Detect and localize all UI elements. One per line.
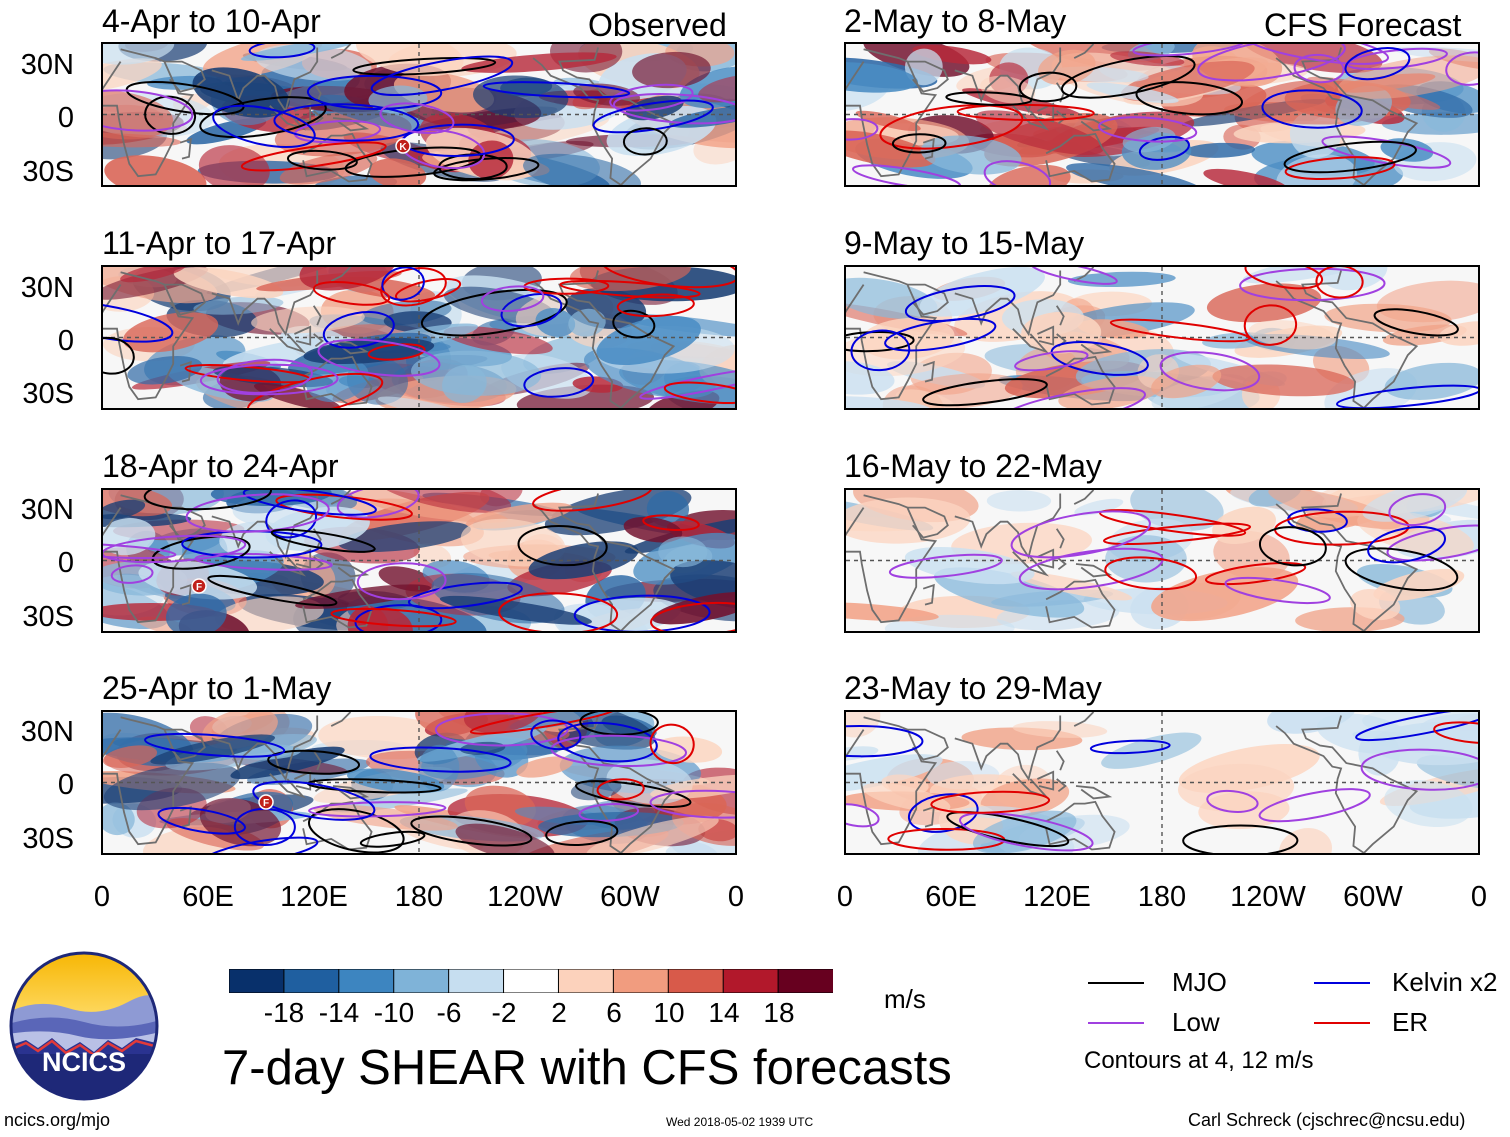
ncics-logo-text: NCICS: [42, 1047, 126, 1077]
lon-label-180: 180: [1137, 881, 1187, 913]
colorbar-tick: 10: [653, 997, 685, 1028]
ncics-logo: NCICS: [8, 950, 160, 1102]
lon-label-120w: 120W: [1230, 881, 1306, 913]
lat-label-30s: 30S: [22, 601, 74, 633]
panel-title-obs-3: 18-Apr to 24-Apr: [102, 448, 339, 484]
legend-line-low: [1088, 1022, 1144, 1024]
panel-title-cfs-4: 23-May to 29-May: [844, 670, 1102, 706]
lat-label-30n: 30N: [20, 494, 74, 526]
legend-label-kelvin: Kelvin x2: [1392, 967, 1498, 997]
footer-credit: Carl Schreck (cjschrec@ncsu.edu): [1188, 1110, 1466, 1130]
colorbar-swatch: [557, 968, 615, 994]
lon-label-120e: 120E: [280, 881, 348, 913]
storm-marker-label: K: [399, 142, 407, 153]
panel-title-cfs-1: 2-May to 8-May: [844, 3, 1067, 39]
map-panel-forecast-4: [844, 710, 1480, 855]
lat-label-30s: 30S: [22, 378, 74, 410]
colorbar-swatch: [503, 968, 560, 994]
lon-label-60e: 60E: [925, 881, 977, 913]
lon-label-180: 180: [394, 881, 444, 913]
colorbar-tick: 18: [763, 997, 795, 1028]
colorbar-swatch: [777, 968, 834, 994]
observed-label: Observed: [588, 7, 727, 43]
cfs-forecast-label: CFS Forecast: [1264, 7, 1462, 43]
map-panel-observed-3: F: [101, 488, 737, 633]
map-panel-forecast-1: [844, 42, 1480, 187]
map-panel-observed-4: F: [101, 710, 737, 855]
lon-label-0: 0: [93, 881, 111, 913]
colorbar-swatch: [448, 968, 505, 994]
lon-label-60w: 60W: [600, 881, 660, 913]
colorbar-tick: -6: [436, 997, 462, 1028]
map-panel-forecast-3: [844, 488, 1480, 633]
legend-contour-note: Contours at 4, 12 m/s: [1084, 1047, 1314, 1074]
lat-label-30s: 30S: [22, 823, 74, 855]
colorbar-tick: 14: [708, 997, 740, 1028]
lat-label-eq: 0: [57, 547, 74, 579]
legend-label-er: ER: [1392, 1007, 1429, 1037]
colorbar-swatch: [722, 968, 780, 994]
colorbar-tick: -18: [263, 997, 305, 1028]
panel-title-obs-1: 4-Apr to 10-Apr: [102, 3, 321, 39]
colorbar-units: m/s: [884, 984, 926, 1014]
lon-label-120e: 120E: [1023, 881, 1091, 913]
colorbar-swatch: [228, 968, 285, 994]
lon-label-60e: 60E: [182, 881, 234, 913]
colorbar-swatch: [667, 968, 725, 994]
lat-label-30n: 30N: [20, 272, 74, 304]
panel-title-obs-2: 11-Apr to 17-Apr: [102, 225, 337, 261]
colorbar: [228, 968, 834, 994]
lat-label-eq: 0: [57, 325, 74, 357]
main-title: 7-day SHEAR with CFS forecasts: [222, 1041, 952, 1095]
footer-url[interactable]: ncics.org/mjo: [4, 1110, 111, 1130]
colorbar-tick: -2: [491, 997, 517, 1028]
colorbar-tick: -10: [373, 997, 415, 1028]
storm-marker-label: F: [263, 798, 269, 809]
lon-label-60w: 60W: [1343, 881, 1403, 913]
panel-title-cfs-2: 9-May to 15-May: [844, 225, 1085, 261]
colorbar-tick: -14: [318, 997, 360, 1028]
lon-label-120w: 120W: [487, 881, 563, 913]
storm-marker: F: [258, 794, 274, 810]
legend-label-mjo: MJO: [1172, 967, 1227, 997]
legend-line-mjo: [1088, 982, 1144, 984]
colorbar-swatch: [338, 968, 395, 994]
colorbar-swatch: [612, 968, 670, 994]
lat-label-30n: 30N: [20, 716, 74, 748]
storm-marker: F: [191, 578, 207, 594]
colorbar-tick: 2: [551, 997, 567, 1028]
legend-label-low: Low: [1172, 1007, 1220, 1037]
map-panel-forecast-2: [844, 265, 1480, 410]
map-panel-observed-2: [101, 265, 737, 410]
colorbar-swatch: [283, 968, 340, 994]
lat-label-eq: 0: [57, 102, 74, 134]
legend-line-kelvin: [1314, 982, 1370, 984]
legend-line-er: [1314, 1022, 1370, 1024]
lat-label-30s: 30S: [22, 156, 74, 188]
lat-label-eq: 0: [57, 769, 74, 801]
panel-title-obs-4: 25-Apr to 1-May: [102, 670, 332, 706]
panel-title-cfs-3: 16-May to 22-May: [844, 448, 1102, 484]
lon-label-0: 0: [836, 881, 854, 913]
colorbar-tick: 6: [606, 997, 622, 1028]
lon-label-0-end: 0: [1470, 881, 1488, 913]
lon-label-0-end: 0: [727, 881, 745, 913]
map-panel-observed-1: K: [101, 42, 737, 187]
footer-timestamp: Wed 2018-05-02 1939 UTC: [666, 1115, 814, 1129]
colorbar-swatch: [393, 968, 450, 994]
storm-marker-label: F: [196, 582, 202, 593]
lat-label-30n: 30N: [20, 49, 74, 81]
storm-marker: K: [395, 138, 411, 154]
